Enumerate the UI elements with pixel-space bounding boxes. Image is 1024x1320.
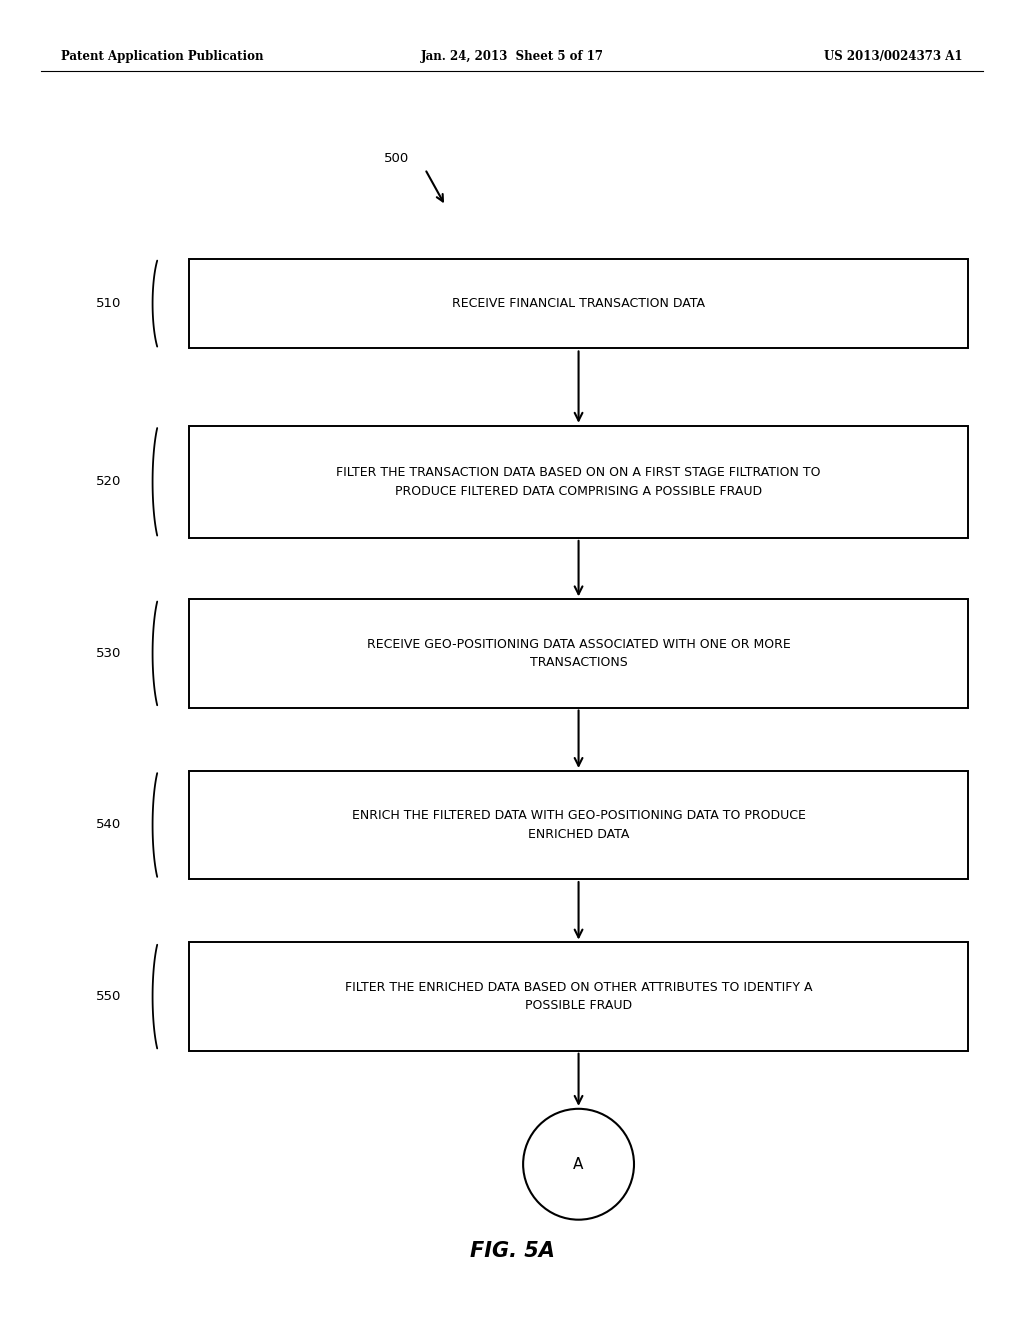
Text: 520: 520 [95, 475, 121, 488]
Text: Jan. 24, 2013  Sheet 5 of 17: Jan. 24, 2013 Sheet 5 of 17 [421, 50, 603, 63]
Text: US 2013/0024373 A1: US 2013/0024373 A1 [824, 50, 963, 63]
FancyBboxPatch shape [189, 771, 968, 879]
FancyBboxPatch shape [189, 425, 968, 539]
Text: 530: 530 [95, 647, 121, 660]
FancyBboxPatch shape [189, 599, 968, 708]
Text: 510: 510 [95, 297, 121, 310]
Text: RECEIVE FINANCIAL TRANSACTION DATA: RECEIVE FINANCIAL TRANSACTION DATA [452, 297, 706, 310]
Text: Patent Application Publication: Patent Application Publication [61, 50, 264, 63]
Text: 540: 540 [95, 818, 121, 832]
Text: FIG. 5A: FIG. 5A [470, 1241, 554, 1262]
Text: RECEIVE GEO-POSITIONING DATA ASSOCIATED WITH ONE OR MORE
TRANSACTIONS: RECEIVE GEO-POSITIONING DATA ASSOCIATED … [367, 638, 791, 669]
Text: 550: 550 [95, 990, 121, 1003]
Text: A: A [573, 1156, 584, 1172]
Text: ENRICH THE FILTERED DATA WITH GEO-POSITIONING DATA TO PRODUCE
ENRICHED DATA: ENRICH THE FILTERED DATA WITH GEO-POSITI… [351, 809, 806, 841]
Text: FILTER THE ENRICHED DATA BASED ON OTHER ATTRIBUTES TO IDENTIFY A
POSSIBLE FRAUD: FILTER THE ENRICHED DATA BASED ON OTHER … [345, 981, 812, 1012]
Text: 500: 500 [384, 152, 410, 165]
FancyBboxPatch shape [189, 942, 968, 1051]
FancyBboxPatch shape [189, 259, 968, 348]
Text: FILTER THE TRANSACTION DATA BASED ON ON A FIRST STAGE FILTRATION TO
PRODUCE FILT: FILTER THE TRANSACTION DATA BASED ON ON … [336, 466, 821, 498]
